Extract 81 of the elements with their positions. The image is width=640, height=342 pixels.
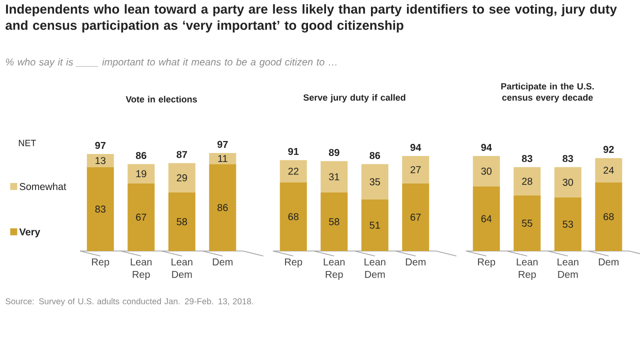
data-label: 24 [604, 166, 614, 174]
x-tick-label: Rep [285, 258, 302, 268]
bar [361, 164, 388, 200]
bar [86, 167, 114, 251]
data-label: 30 [481, 168, 492, 175]
x-tick-label: Lean Dem [172, 258, 192, 278]
legend-label: Somewhat [20, 182, 66, 190]
bar [209, 153, 236, 164]
total-label: 83 [562, 155, 574, 162]
bar [472, 156, 500, 186]
bar [402, 183, 430, 251]
data-label: 19 [136, 170, 146, 178]
data-label: 29 [176, 174, 187, 182]
x-tick-label: Rep [478, 258, 496, 268]
data-label: 67 [410, 214, 421, 221]
data-label: 53 [562, 220, 573, 228]
data-label: 58 [329, 218, 340, 226]
data-label: 58 [176, 218, 187, 226]
chart-title: Vote in elections [126, 96, 197, 102]
data-label: 22 [288, 168, 298, 175]
total-label: 91 [288, 148, 299, 155]
data-label: 68 [604, 213, 614, 220]
total-label: 97 [95, 142, 106, 149]
bar [595, 158, 622, 182]
bar [514, 167, 541, 196]
bar [514, 195, 541, 251]
text: Independents who lean toward a party are less likely than party identifiers to see voting, jury duty and census participation as ‘very important’ to good citizenship [6, 4, 617, 33]
total-label: 92 [603, 146, 614, 153]
total-label: 89 [328, 148, 340, 156]
data-label: 31 [328, 173, 340, 180]
x-tick-label: Lean Rep [324, 258, 345, 280]
bar [168, 192, 196, 251]
data-label: 86 [218, 204, 228, 212]
data-label: 27 [410, 166, 421, 174]
chart-title: Participate in the U.S. census every decade [501, 82, 594, 102]
bar [320, 192, 348, 251]
total-label: 83 [522, 155, 532, 162]
total-label: 94 [481, 144, 492, 151]
text: % who say it is ____ important to what it means to be a good citizen to … [6, 58, 336, 68]
bar [86, 154, 114, 168]
x-tick-label: Dem [598, 258, 618, 266]
bar [168, 163, 196, 192]
total-label: 86 [136, 152, 146, 160]
data-label: 68 [288, 213, 298, 220]
bar [472, 186, 500, 251]
bar [554, 197, 582, 251]
x-tick-label: Lean Dem [558, 258, 578, 278]
bar [402, 156, 430, 184]
data-label: 55 [522, 220, 532, 227]
data-label: 35 [370, 178, 380, 186]
text: NET [18, 140, 36, 146]
data-label: 30 [562, 178, 574, 186]
bar [209, 164, 236, 251]
x-tick-label: Lean Dem [364, 258, 386, 278]
data-label: 67 [136, 214, 146, 221]
bar [280, 182, 307, 251]
total-label: 86 [370, 152, 380, 160]
bar [554, 167, 582, 198]
x-tick-label: Lean Rep [516, 258, 538, 280]
bar [595, 182, 622, 251]
bar [128, 164, 155, 184]
x-tick-label: Lean Rep [130, 258, 152, 280]
bar [320, 161, 348, 192]
total-label: 97 [217, 140, 228, 148]
data-label: 64 [481, 215, 492, 222]
data-label: 51 [370, 222, 380, 229]
total-label: 94 [410, 144, 422, 151]
x-tick-label: Dem [212, 258, 232, 266]
total-label: 87 [176, 150, 187, 158]
bar [361, 199, 388, 251]
x-tick-label: Rep [92, 258, 110, 268]
x-tick-label: Dem [406, 258, 426, 266]
data-label: 13 [96, 157, 106, 164]
chart-title: Serve jury duty if called [303, 94, 406, 102]
legend-label: Very [19, 228, 40, 238]
data-label: 28 [522, 178, 532, 185]
source-note: Source: Survey of U.S. adults conducted Jan. 29-Feb. 13, 2018. [6, 298, 253, 306]
bar [128, 183, 155, 251]
data-label: 83 [95, 206, 106, 213]
data-label: 11 [218, 155, 228, 162]
bar [280, 160, 307, 182]
